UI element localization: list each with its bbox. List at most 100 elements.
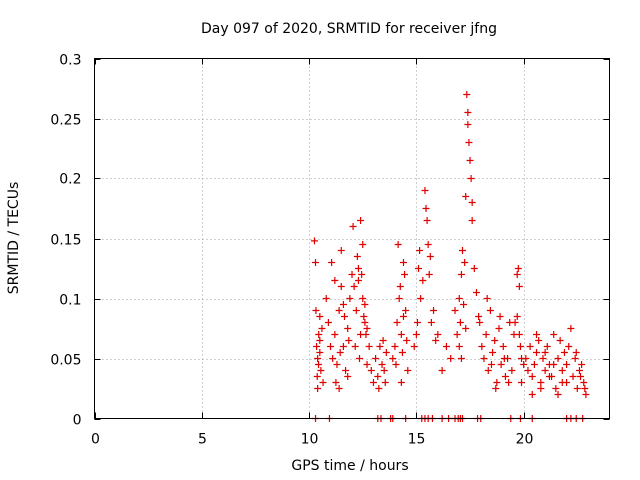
data-point <box>511 319 519 326</box>
data-point <box>496 313 504 320</box>
data-point <box>348 271 356 278</box>
data-point <box>331 331 339 338</box>
data-point <box>508 367 516 374</box>
data-point <box>375 385 383 392</box>
data-point <box>328 259 336 266</box>
data-point <box>327 343 335 350</box>
data-point <box>468 199 476 206</box>
axis-ticks <box>94 58 610 420</box>
data-point <box>533 349 541 356</box>
data-point <box>421 187 429 194</box>
data-point <box>484 367 492 374</box>
data-point <box>463 91 471 98</box>
data-point <box>376 343 384 350</box>
data-point <box>535 337 543 344</box>
data-point <box>459 247 467 254</box>
data-point <box>487 361 495 368</box>
data-point <box>516 343 524 350</box>
data-point <box>430 307 438 314</box>
data-point <box>571 355 579 362</box>
data-point <box>374 373 382 380</box>
data-point <box>572 349 580 356</box>
data-point <box>466 157 474 164</box>
data-point <box>526 343 534 350</box>
data-point <box>339 301 347 308</box>
data-point <box>382 349 390 356</box>
data-point <box>412 331 420 338</box>
data-point <box>470 265 478 272</box>
y-tick-label: 0.15 <box>50 233 81 249</box>
data-point <box>493 379 501 386</box>
data-point <box>580 379 588 386</box>
data-point <box>577 373 585 380</box>
data-point <box>353 253 361 260</box>
data-point <box>565 343 573 350</box>
data-point <box>333 361 341 368</box>
data-point <box>332 379 340 386</box>
data-point <box>394 241 402 248</box>
data-point <box>358 271 366 278</box>
data-point <box>349 223 357 230</box>
data-point <box>393 319 401 326</box>
x-axis-label: GPS time / hours <box>291 458 408 474</box>
data-point <box>486 307 494 314</box>
x-tick-label: 20 <box>516 432 534 448</box>
data-point <box>316 349 324 356</box>
data-point <box>381 379 389 386</box>
data-point <box>541 367 549 374</box>
data-point <box>317 367 325 374</box>
data-point <box>522 355 530 362</box>
data-point <box>344 373 352 380</box>
data-point <box>335 385 343 392</box>
data-point <box>520 361 528 368</box>
data-point <box>552 385 560 392</box>
data-point <box>359 241 367 248</box>
data-point <box>558 367 566 374</box>
data-point <box>467 175 475 182</box>
data-point <box>455 343 463 350</box>
data-point <box>335 307 343 314</box>
data-point <box>313 373 321 380</box>
y-tick-label: 0.1 <box>59 293 81 309</box>
data-point <box>314 355 322 362</box>
data-point <box>322 295 330 302</box>
data-point <box>537 379 545 386</box>
chart-title: Day 097 of 2020, SRMTID for receiver jfn… <box>201 21 497 37</box>
data-point <box>324 319 332 326</box>
data-point <box>581 385 589 392</box>
data-point <box>554 391 562 398</box>
data-point <box>476 319 484 326</box>
data-point <box>560 349 568 356</box>
data-point <box>434 331 442 338</box>
data-point <box>524 367 532 374</box>
y-tick-label: 0.2 <box>59 172 81 188</box>
data-point <box>344 325 352 332</box>
data-point <box>558 379 566 386</box>
data-point <box>501 373 509 380</box>
data-point <box>367 367 375 374</box>
data-point <box>569 373 577 380</box>
data-point <box>556 337 564 344</box>
data-point <box>342 367 350 374</box>
data-point <box>380 367 388 374</box>
data-point <box>478 343 486 350</box>
data-point <box>389 355 397 362</box>
data-point <box>475 313 483 320</box>
data-point <box>438 367 446 374</box>
data-point <box>329 355 337 362</box>
data-point <box>462 193 470 200</box>
data-point <box>315 361 323 368</box>
data-point <box>337 247 345 254</box>
data-point <box>578 361 586 368</box>
data-point <box>422 205 430 212</box>
data-point <box>312 259 320 266</box>
data-point <box>462 325 470 332</box>
data-point <box>563 361 571 368</box>
data-point <box>314 385 322 392</box>
data-point <box>489 349 497 356</box>
data-point <box>442 343 450 350</box>
data-point <box>365 343 373 350</box>
data-point <box>426 253 434 260</box>
data-point <box>447 355 455 362</box>
